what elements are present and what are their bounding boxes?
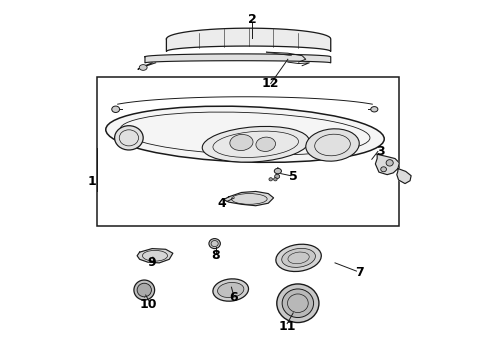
Ellipse shape bbox=[218, 283, 244, 298]
Ellipse shape bbox=[273, 178, 277, 181]
Ellipse shape bbox=[115, 126, 143, 150]
Text: 8: 8 bbox=[211, 249, 220, 262]
Ellipse shape bbox=[139, 64, 147, 70]
Text: 3: 3 bbox=[376, 145, 385, 158]
Ellipse shape bbox=[137, 283, 151, 297]
Ellipse shape bbox=[134, 280, 155, 300]
Text: 12: 12 bbox=[262, 77, 279, 90]
Ellipse shape bbox=[202, 126, 309, 162]
Text: 4: 4 bbox=[218, 197, 226, 210]
Ellipse shape bbox=[381, 167, 387, 172]
Ellipse shape bbox=[277, 284, 319, 323]
Ellipse shape bbox=[209, 239, 221, 249]
Bar bbox=[97, 77, 398, 226]
Ellipse shape bbox=[282, 248, 316, 267]
Ellipse shape bbox=[371, 107, 378, 112]
Text: 1: 1 bbox=[88, 175, 97, 188]
Polygon shape bbox=[375, 154, 399, 175]
Text: 7: 7 bbox=[355, 266, 364, 279]
Text: 9: 9 bbox=[147, 256, 156, 269]
Ellipse shape bbox=[256, 137, 275, 152]
Text: 2: 2 bbox=[248, 13, 257, 26]
Polygon shape bbox=[397, 168, 411, 184]
Ellipse shape bbox=[386, 159, 393, 166]
Polygon shape bbox=[167, 28, 331, 51]
Polygon shape bbox=[137, 249, 173, 263]
Ellipse shape bbox=[275, 174, 280, 179]
Ellipse shape bbox=[282, 289, 314, 318]
Ellipse shape bbox=[274, 168, 281, 174]
Text: 11: 11 bbox=[278, 320, 296, 333]
Text: 10: 10 bbox=[139, 298, 157, 311]
Ellipse shape bbox=[276, 244, 321, 271]
Text: 6: 6 bbox=[229, 291, 238, 305]
Polygon shape bbox=[145, 54, 331, 63]
Ellipse shape bbox=[213, 279, 248, 301]
Polygon shape bbox=[223, 192, 273, 206]
Ellipse shape bbox=[112, 106, 120, 112]
Ellipse shape bbox=[106, 106, 384, 162]
Text: 5: 5 bbox=[289, 170, 297, 183]
Ellipse shape bbox=[269, 178, 272, 181]
Ellipse shape bbox=[306, 129, 359, 161]
Ellipse shape bbox=[230, 134, 253, 150]
